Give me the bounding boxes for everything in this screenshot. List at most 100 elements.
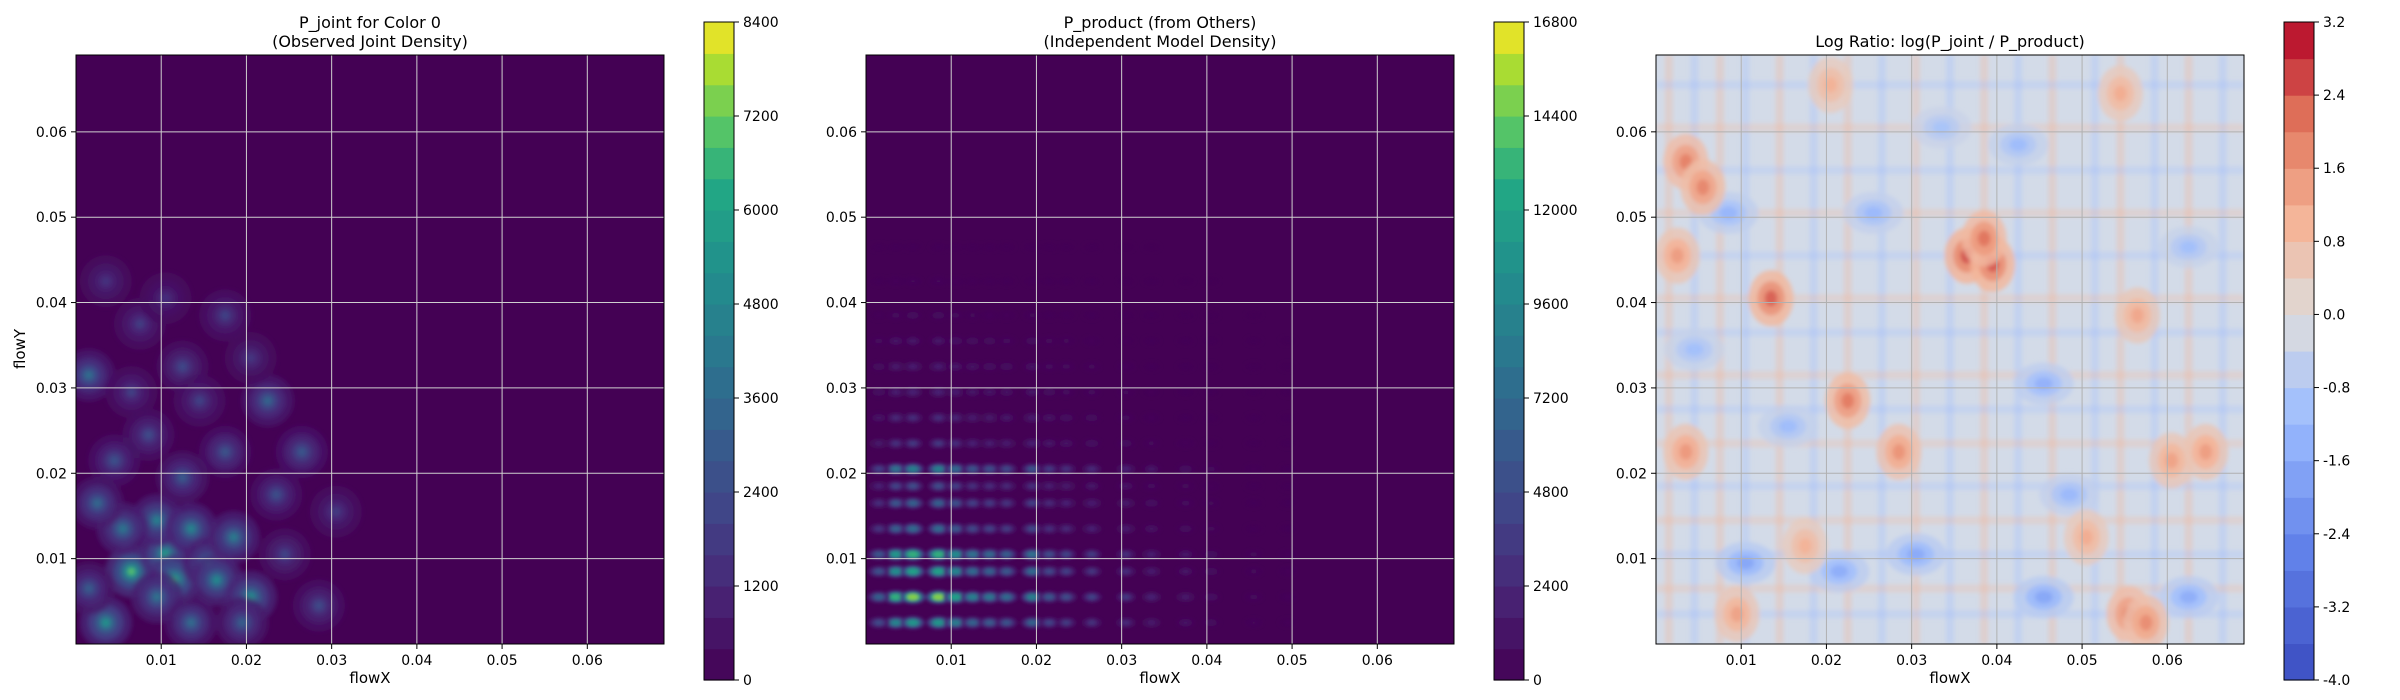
panel-joint-density [76, 255, 362, 644]
density-product-cell [1064, 390, 1069, 394]
x-tick-label: 0.05 [2067, 653, 2098, 669]
colorbar-segment [1494, 554, 1524, 587]
density-product-cell [910, 313, 916, 317]
density-product-cell [969, 441, 976, 446]
density-product-cell [876, 314, 881, 317]
colorbar-tick-label: -2.4 [2323, 527, 2350, 543]
density-product-cell [986, 441, 993, 446]
density-product-cell [1251, 595, 1256, 599]
density-hotspot [230, 534, 237, 541]
density-product-cell [953, 339, 958, 343]
density-product-cell [1183, 365, 1188, 368]
density-product-cell [1183, 501, 1188, 505]
panel-product-y-ticks: 0.01 0.02 0.03 0.04 0.05 0.06 [826, 125, 866, 568]
density-hotspot [85, 372, 92, 379]
density-product-cell [1183, 552, 1189, 556]
density-product-cell [1029, 390, 1035, 394]
density-product-cell [936, 279, 941, 283]
colorbar-tick-label: 3600 [743, 391, 779, 407]
density-product-cell [1123, 501, 1129, 505]
density-product-cell [951, 466, 960, 472]
logratio-hot-region [2079, 529, 2093, 546]
density-product-cell [1064, 339, 1069, 343]
colorbar-frame [2283, 21, 2315, 681]
density-product-cell [1209, 314, 1214, 317]
logratio-band-vertical [2218, 55, 2227, 644]
logratio-band-horizontal [1656, 371, 2244, 380]
density-product-cell [875, 501, 882, 505]
logratio-band-vertical [1980, 55, 1989, 644]
density-product-cell [1123, 314, 1128, 317]
logratio-band-vertical [2048, 55, 2057, 644]
density-product-cell [908, 466, 918, 472]
density-product-cell [1062, 552, 1070, 557]
density-product-cell [910, 279, 915, 283]
colorbar-tick-label: 1200 [743, 579, 779, 595]
logratio-band-horizontal [1656, 328, 2244, 337]
density-hotspot [162, 295, 169, 302]
density-product-cell [909, 483, 917, 489]
density-product-cell [969, 484, 976, 488]
density-product-cell [1285, 595, 1290, 599]
density-product-cell [969, 501, 976, 506]
density-product-cell [1182, 595, 1189, 599]
density-product-cell [987, 279, 992, 283]
colorbar-tick-label: 7200 [743, 109, 779, 125]
x-tick-label: 0.06 [2152, 653, 2183, 669]
density-product-cell [1285, 365, 1290, 368]
density-product-cell [1046, 467, 1053, 471]
colorbar-tick-label: 2400 [1533, 579, 1569, 595]
y-tick-label: 0.05 [36, 210, 67, 226]
colorbar-segment [2284, 131, 2314, 169]
density-product-cell [1251, 552, 1256, 556]
colorbar-tick-label: 12000 [1533, 203, 1578, 219]
density-product-cell [1047, 245, 1052, 249]
density-hotspot [85, 585, 92, 592]
density-product-cell [1209, 365, 1214, 368]
y-tick-label: 0.05 [826, 210, 857, 226]
density-product-cell [1285, 621, 1290, 624]
density-product-cell [908, 500, 917, 506]
density-product-cell [1028, 466, 1036, 472]
density-product-cell [1045, 620, 1053, 625]
panel-joint-xlabel: flowX [349, 669, 390, 687]
density-product-cell [1149, 339, 1154, 343]
density-product-cell [1089, 365, 1094, 368]
density-product-cell [1285, 570, 1290, 573]
density-product-cell [936, 313, 941, 317]
density-product-cell [933, 568, 944, 575]
logratio-hot-region [1670, 247, 1684, 264]
density-product-cell [1030, 313, 1035, 317]
density-hotspot [179, 363, 186, 370]
density-product-cell [1047, 314, 1052, 317]
density-product-cell [1251, 314, 1256, 317]
density-product-cell [1285, 390, 1290, 394]
colorbar-segment [704, 116, 734, 148]
density-product-cell [1046, 416, 1052, 420]
density-product-cell [1123, 365, 1129, 368]
colorbar-segment [2284, 314, 2314, 352]
density-product-cell [1183, 484, 1188, 488]
logratio-band-vertical [1946, 55, 1954, 644]
density-product-cell [933, 551, 944, 558]
colorbar-tick-label: 16800 [1533, 15, 1578, 31]
density-product-cell [1002, 569, 1011, 574]
density-product-cell [1089, 416, 1095, 420]
panel-joint-grid [76, 55, 664, 644]
logratio-band-vertical [1775, 55, 1784, 644]
density-product-cell [1002, 552, 1011, 557]
density-product-cell [951, 501, 960, 506]
colorbar-segment [1494, 429, 1524, 462]
density-hotspot [239, 619, 246, 626]
logratio-cold-region [2179, 590, 2198, 604]
density-product-cell [935, 415, 942, 420]
density-product-cell [970, 365, 975, 369]
logratio-cold-region [1779, 420, 1798, 433]
x-tick-label: 0.02 [1811, 653, 1842, 669]
x-tick-label: 0.02 [231, 653, 262, 669]
panel-joint-frame [75, 54, 665, 645]
density-product-cell [907, 619, 918, 626]
panel-logratio-title: Log Ratio: log(P_joint / P_product) [1815, 32, 2085, 52]
density-product-cell [1027, 594, 1037, 600]
density-product-cell [1183, 527, 1188, 531]
